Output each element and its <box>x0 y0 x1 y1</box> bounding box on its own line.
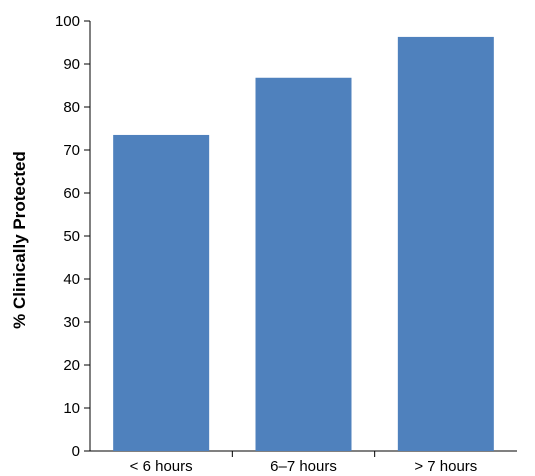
y-tick-label: 100 <box>55 13 80 30</box>
x-tick-label: > 7 hours <box>414 458 477 475</box>
y-tick-label: 70 <box>63 142 80 159</box>
bars <box>113 36 494 451</box>
x-axis: < 6 hours 6–7 hours > 7 hours <box>90 450 517 475</box>
x-tick-label: 6–7 hours <box>270 458 337 475</box>
y-tick-label: 40 <box>63 271 80 288</box>
y-axis: 0 10 20 30 40 50 60 70 80 90 100 <box>55 13 91 460</box>
bar <box>113 134 210 451</box>
x-tick-label: < 6 hours <box>130 458 193 475</box>
y-tick-label: 0 <box>72 443 80 460</box>
y-tick-label: 10 <box>63 400 80 417</box>
y-tick-label: 50 <box>63 228 80 245</box>
y-axis-title: % Clinically Protected <box>10 151 29 329</box>
y-tick-label: 60 <box>63 185 80 202</box>
y-tick-label: 90 <box>63 56 80 73</box>
y-tick-label: 20 <box>63 357 80 374</box>
bar <box>255 77 352 451</box>
y-tick-label: 80 <box>63 99 80 116</box>
y-tick-label: 30 <box>63 314 80 331</box>
bar <box>397 36 494 451</box>
